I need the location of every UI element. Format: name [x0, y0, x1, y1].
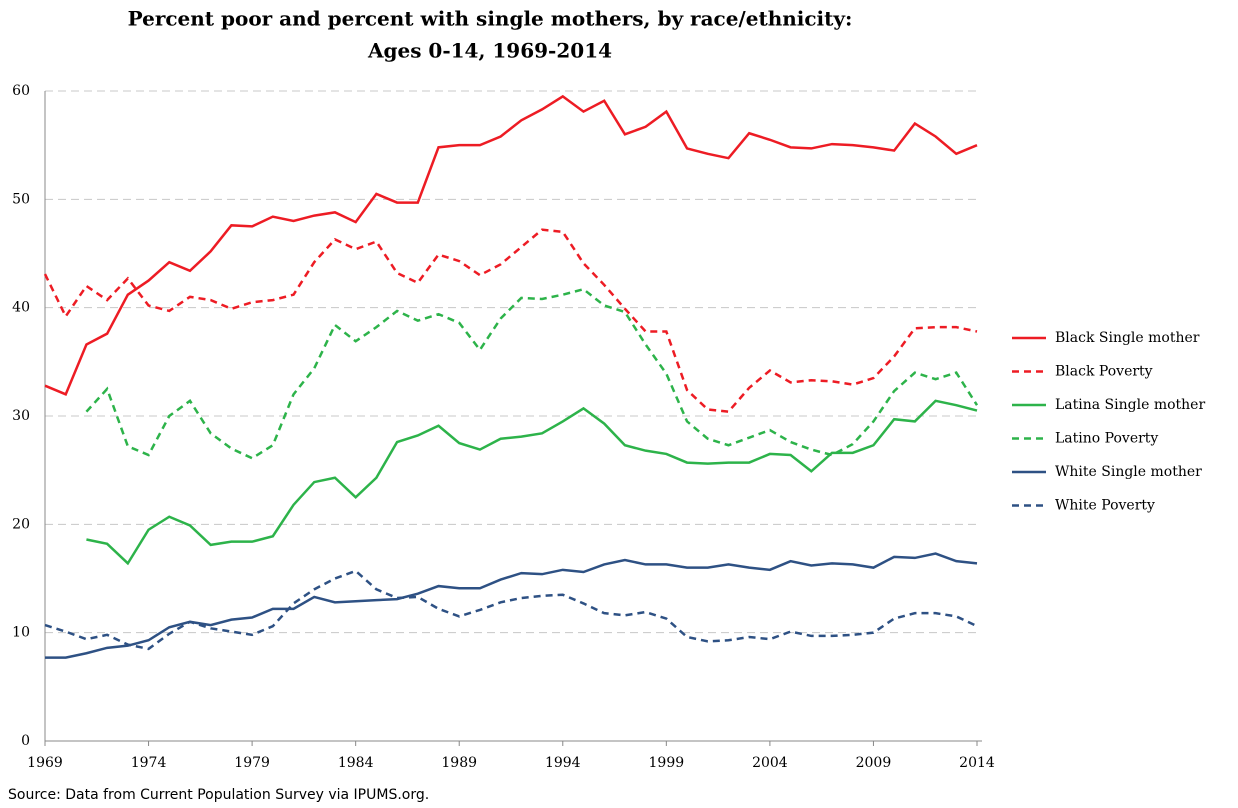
series-line — [44, 569, 978, 651]
legend-label: Latino Poverty — [1055, 431, 1158, 447]
series-line — [86, 399, 978, 566]
legend-label: Black Single mother — [1055, 330, 1200, 346]
x-tick-label: 1974 — [131, 755, 167, 771]
legend-label: White Single mother — [1055, 464, 1202, 480]
legend-label: Black Poverty — [1055, 364, 1153, 380]
x-tick-label: 1999 — [649, 755, 685, 771]
y-tick-label: 30 — [12, 408, 30, 424]
series-line — [44, 94, 978, 396]
series-line — [45, 552, 978, 659]
y-tick-label: 40 — [12, 300, 30, 316]
x-tick-label: 1969 — [27, 755, 63, 771]
y-tick-label: 50 — [12, 191, 30, 207]
x-tick-label: 2004 — [752, 755, 788, 771]
y-tick-label: 60 — [12, 83, 30, 99]
x-tick-label: 2009 — [856, 755, 892, 771]
x-tick-label: 2014 — [959, 755, 995, 771]
x-tick-label: 1984 — [338, 755, 374, 771]
x-tick-label: 1989 — [441, 755, 477, 771]
legend-label: White Poverty — [1055, 498, 1155, 514]
x-tick-label: 1979 — [234, 755, 270, 771]
y-tick-label: 10 — [12, 625, 30, 641]
x-tick-label: 1994 — [545, 755, 581, 771]
series-line — [43, 228, 978, 413]
legend-label: Latina Single mother — [1055, 397, 1205, 413]
chart-title: Ages 0-14, 1969-2014 — [367, 39, 612, 63]
y-tick-label: 0 — [21, 733, 30, 749]
chart-title: Percent poor and percent with single mot… — [128, 7, 853, 31]
source-note: Source: Data from Current Population Sur… — [8, 787, 429, 803]
series-line — [85, 287, 979, 460]
y-tick-label: 20 — [12, 516, 30, 532]
